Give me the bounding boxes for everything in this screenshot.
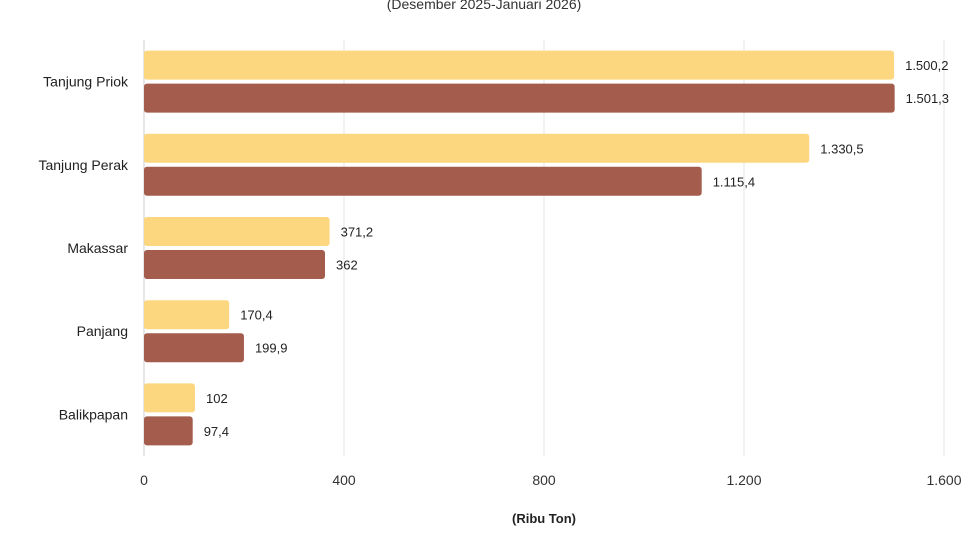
bar-s0-0 <box>144 50 895 80</box>
data-label-s1-3: 199,9 <box>255 341 288 356</box>
bars <box>144 50 895 446</box>
x-tick-label-1: 400 <box>332 472 356 488</box>
bar-s1-4 <box>144 416 193 446</box>
category-label-1: Tanjung Perak <box>38 157 129 173</box>
x-tick-label-3: 1.200 <box>726 472 761 488</box>
x-axis-label: (Ribu Ton) <box>512 511 576 526</box>
bar-s0-4 <box>144 383 195 413</box>
bar-s0-3 <box>144 300 230 330</box>
bar-s1-3 <box>144 333 244 363</box>
data-label-s0-3: 170,4 <box>240 308 273 323</box>
data-label-s1-4: 97,4 <box>204 424 229 439</box>
category-label-0: Tanjung Priok <box>43 74 129 90</box>
data-label-s0-1: 1.330,5 <box>820 141 863 156</box>
x-tick-label-2: 800 <box>532 472 556 488</box>
data-label-s0-2: 371,2 <box>341 225 374 240</box>
labels: 0 400 800 1.200 1.600 Tanjung Priok 1.500,2 1.5… <box>38 58 961 488</box>
category-label-4: Balikpapan <box>59 406 128 422</box>
x-tick-label-0: 0 <box>140 472 148 488</box>
data-label-s1-1: 1.115,4 <box>713 174 755 189</box>
data-label-s0-4: 102 <box>206 391 228 406</box>
category-label-3: Panjang <box>77 323 128 339</box>
x-tick-label-4: 1.600 <box>926 472 961 488</box>
category-label-2: Makassar <box>67 240 128 256</box>
bar-s1-2 <box>144 250 325 279</box>
bar-s0-2 <box>144 217 330 246</box>
data-label-s1-2: 362 <box>336 258 358 273</box>
bar-s1-0 <box>144 83 895 113</box>
chart-subtitle: (Desember 2025-Januari 2026) <box>387 0 582 12</box>
data-label-s0-0: 1.500,2 <box>905 58 948 73</box>
data-label-s1-0: 1.501,3 <box>906 91 949 106</box>
bar-s1-1 <box>144 166 702 196</box>
bar-s0-1 <box>144 133 810 163</box>
